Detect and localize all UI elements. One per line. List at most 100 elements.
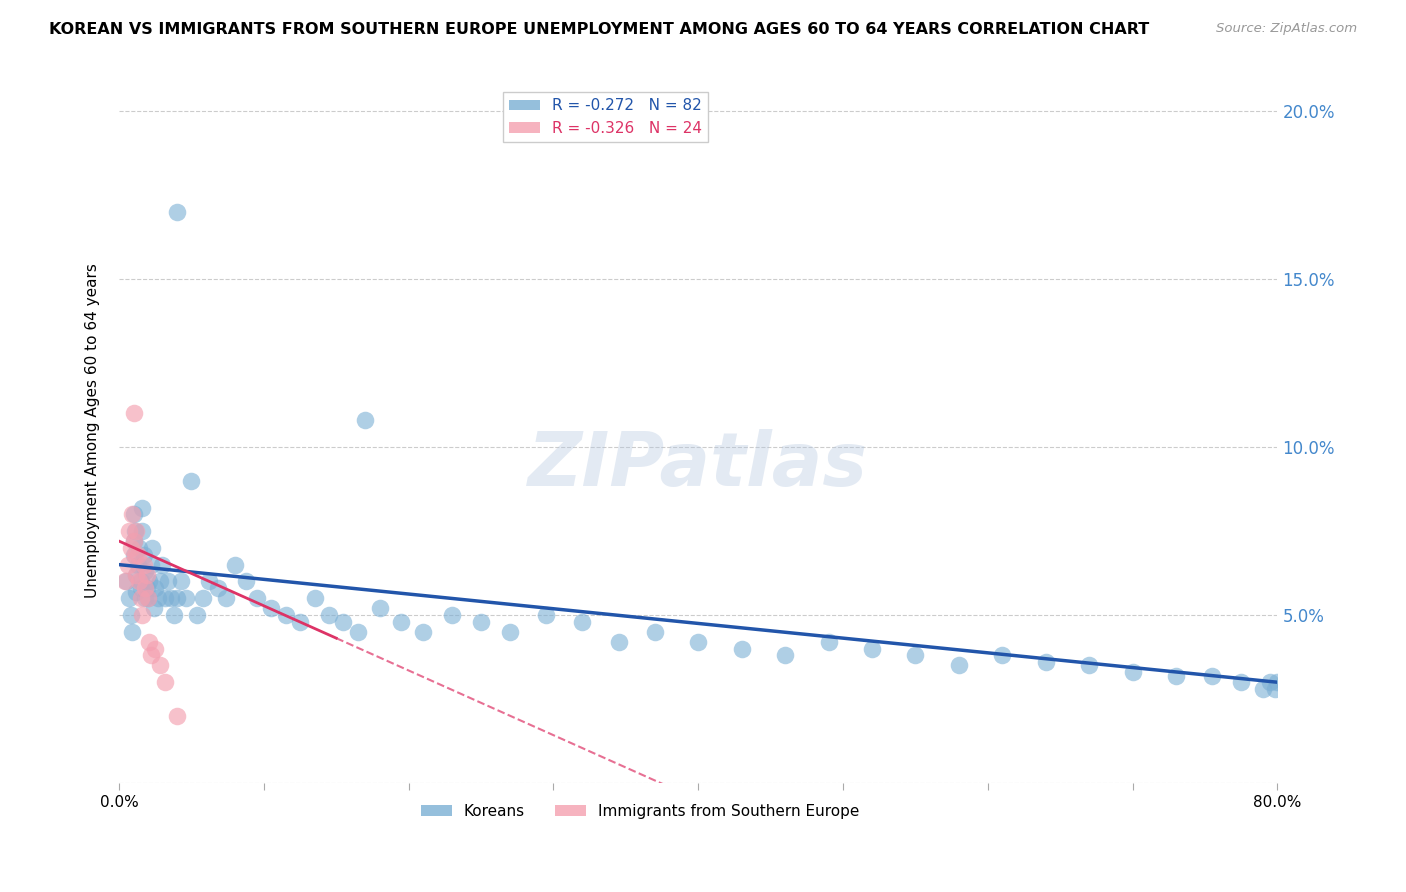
Point [135, 581, 157, 595]
Point [1251, 681, 1274, 696]
Point [115, 574, 138, 589]
Point [1201, 668, 1223, 682]
Point [134, 565, 156, 579]
Point [124, 524, 146, 538]
Point [132, 548, 155, 562]
Point [131, 524, 153, 538]
Point [499, 624, 522, 639]
Point [120, 608, 142, 623]
Point [688, 635, 710, 649]
Point [180, 474, 202, 488]
Point [260, 601, 283, 615]
Point [122, 508, 145, 522]
Point [534, 608, 557, 623]
Y-axis label: Unemployment Among Ages 60 to 64 years: Unemployment Among Ages 60 to 64 years [86, 263, 100, 598]
Point [235, 574, 257, 589]
Point [138, 574, 160, 589]
Point [1035, 655, 1057, 669]
Point [121, 624, 143, 639]
Point [441, 608, 464, 623]
Point [136, 591, 159, 606]
Point [948, 658, 970, 673]
Point [304, 591, 326, 606]
Point [139, 558, 162, 572]
Point [149, 658, 172, 673]
Point [127, 548, 149, 562]
Point [117, 558, 139, 572]
Point [125, 567, 148, 582]
Point [571, 615, 593, 629]
Point [134, 581, 156, 595]
Point [412, 624, 434, 639]
Point [817, 635, 839, 649]
Point [122, 406, 145, 420]
Point [215, 591, 238, 606]
Point [122, 548, 145, 562]
Point [149, 574, 172, 589]
Point [136, 591, 159, 606]
Point [127, 558, 149, 572]
Point [129, 581, 152, 595]
Point [773, 648, 796, 663]
Point [389, 615, 412, 629]
Point [142, 601, 165, 615]
Point [191, 591, 214, 606]
Point [131, 608, 153, 623]
Text: ZIPatlas: ZIPatlas [529, 429, 869, 502]
Point [139, 648, 162, 663]
Point [122, 534, 145, 549]
Point [368, 601, 391, 615]
Point [118, 591, 141, 606]
Point [135, 567, 157, 582]
Point [904, 648, 927, 663]
Point [288, 615, 311, 629]
Point [120, 541, 142, 555]
Point [143, 641, 166, 656]
Point [122, 534, 145, 549]
Point [860, 641, 883, 656]
Point [152, 558, 174, 572]
Point [174, 591, 197, 606]
Point [157, 574, 180, 589]
Point [129, 574, 152, 589]
Point [129, 591, 152, 606]
Point [354, 413, 377, 427]
Point [207, 581, 229, 595]
Legend: Koreans, Immigrants from Southern Europe: Koreans, Immigrants from Southern Europe [415, 797, 866, 825]
Point [166, 591, 188, 606]
Point [121, 508, 143, 522]
Point [155, 675, 177, 690]
Point [1258, 675, 1281, 690]
Point [730, 641, 752, 656]
Point [318, 608, 340, 623]
Point [160, 591, 183, 606]
Point [163, 608, 186, 623]
Point [332, 615, 354, 629]
Point [1230, 675, 1253, 690]
Point [132, 558, 155, 572]
Point [186, 608, 208, 623]
Point [224, 558, 246, 572]
Point [470, 615, 492, 629]
Point [118, 524, 141, 538]
Point [274, 608, 297, 623]
Point [1078, 658, 1101, 673]
Point [991, 648, 1014, 663]
Point [607, 635, 630, 649]
Point [128, 541, 150, 555]
Point [1164, 668, 1187, 682]
Point [138, 635, 160, 649]
Point [644, 624, 666, 639]
Point [166, 709, 188, 723]
Point [125, 524, 148, 538]
Point [347, 624, 370, 639]
Text: Source: ZipAtlas.com: Source: ZipAtlas.com [1216, 22, 1357, 36]
Point [1267, 675, 1289, 690]
Point [128, 574, 150, 589]
Point [134, 591, 156, 606]
Text: KOREAN VS IMMIGRANTS FROM SOUTHERN EUROPE UNEMPLOYMENT AMONG AGES 60 TO 64 YEARS: KOREAN VS IMMIGRANTS FROM SOUTHERN EUROP… [49, 22, 1150, 37]
Point [141, 541, 163, 555]
Point [198, 574, 221, 589]
Point [146, 591, 169, 606]
Point [114, 574, 136, 589]
